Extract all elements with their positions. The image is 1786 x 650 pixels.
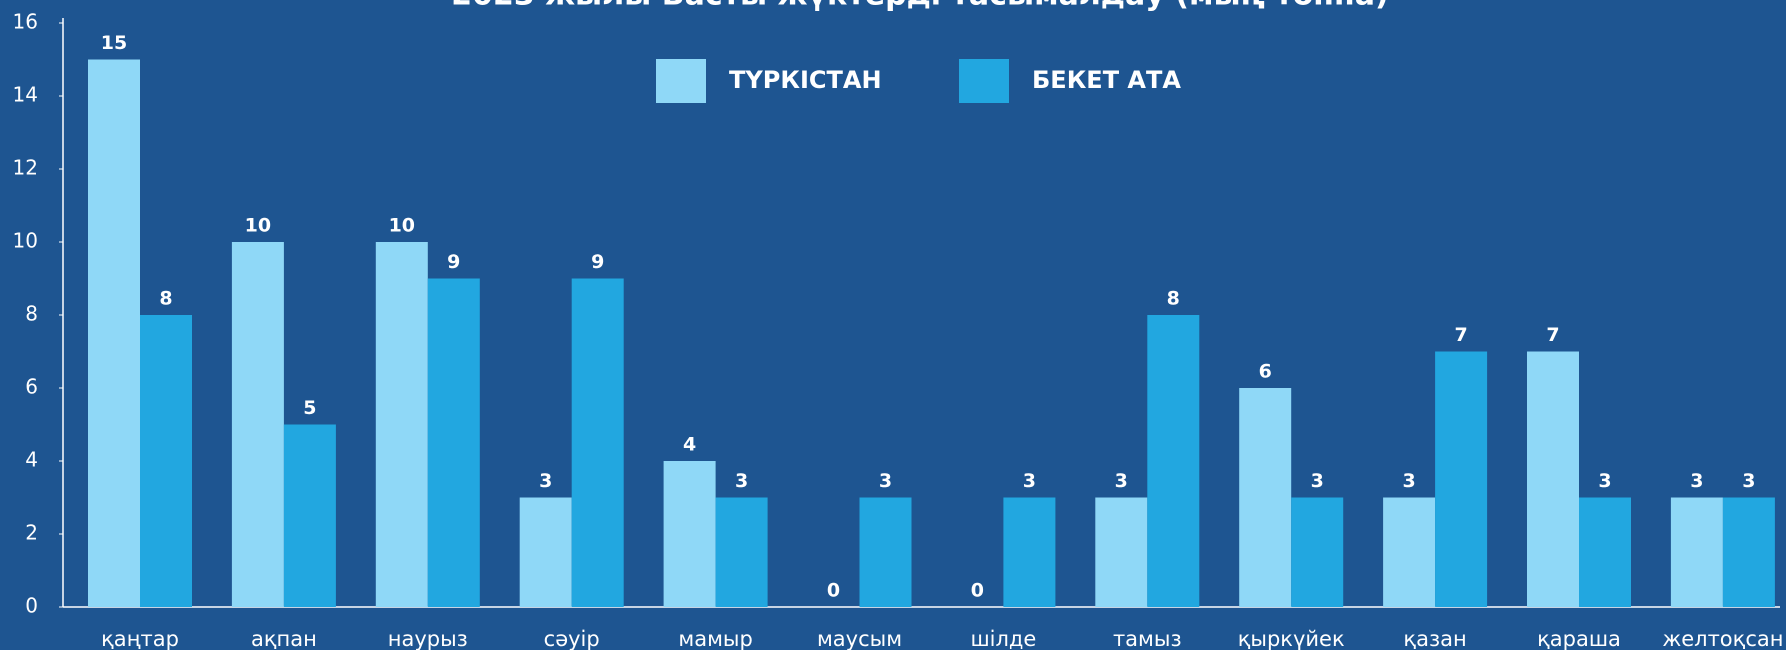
legend-swatch: [656, 59, 706, 103]
value-label: 3: [539, 470, 552, 492]
value-label: 0: [971, 580, 984, 602]
value-label: 6: [1259, 361, 1272, 383]
legend-label: БЕКЕТ АТА: [1032, 66, 1181, 94]
x-tick-label: шілде: [970, 627, 1036, 650]
bar: [1527, 351, 1579, 607]
value-label: 3: [1115, 470, 1128, 492]
bar: [140, 315, 192, 607]
y-tick-label: 12: [13, 156, 38, 180]
bar: [1003, 497, 1056, 607]
value-label: 7: [1454, 324, 1467, 346]
x-tick-label: маусым: [817, 627, 902, 650]
y-tick-label: 16: [13, 10, 38, 34]
bar: [1239, 388, 1292, 607]
value-label: 9: [447, 251, 460, 273]
bar: [375, 242, 428, 607]
legend-label: ТҮРКІСТАН: [729, 66, 882, 94]
bar: [1147, 315, 1200, 607]
value-label: 3: [1690, 470, 1703, 492]
y-tick-label: 4: [25, 448, 38, 472]
x-tick-label: мамыр: [678, 627, 752, 650]
value-label: 9: [591, 251, 604, 273]
bar: [715, 497, 768, 607]
bar: [1095, 497, 1148, 607]
value-label: 7: [1546, 324, 1559, 346]
bar: [88, 59, 140, 607]
x-tick-label: қазан: [1403, 627, 1466, 650]
x-tick-label: наурыз: [388, 627, 468, 650]
y-tick-label: 8: [25, 302, 38, 326]
value-label: 15: [101, 32, 127, 54]
y-tick-label: 2: [25, 521, 38, 545]
value-label: 5: [303, 397, 316, 419]
value-label: 4: [683, 434, 696, 456]
bar: [859, 497, 912, 607]
value-label: 3: [1402, 470, 1415, 492]
value-label: 3: [735, 470, 748, 492]
legend-swatch: [959, 59, 1009, 103]
value-label: 3: [1311, 470, 1324, 492]
y-tick-label: 10: [13, 229, 38, 253]
value-label: 8: [159, 288, 172, 310]
x-tick-label: ақпан: [251, 627, 317, 650]
bar: [571, 278, 624, 607]
y-tick-label: 6: [25, 375, 38, 399]
bar: [1383, 497, 1436, 607]
bar: [1291, 497, 1344, 607]
bar: [231, 242, 284, 607]
bar: [1579, 497, 1631, 607]
value-label: 3: [1023, 470, 1036, 492]
value-label: 3: [1742, 470, 1755, 492]
x-tick-label: желтоқсан: [1662, 627, 1783, 650]
chart-title: 2023 жылы Басты жүктерді тасымалдау (мың…: [451, 0, 1388, 13]
value-label: 0: [827, 580, 840, 602]
x-tick-label: сәуір: [544, 627, 600, 650]
value-label: 8: [1167, 288, 1180, 310]
bar: [283, 424, 336, 607]
bar: [519, 497, 572, 607]
x-tick-label: тамыз: [1113, 627, 1182, 650]
bar: [1722, 497, 1775, 607]
x-tick-label: қыркүйек: [1238, 627, 1345, 650]
bar: [663, 461, 716, 607]
bar: [1670, 497, 1723, 607]
value-label: 10: [245, 215, 271, 237]
value-label: 10: [389, 215, 415, 237]
x-tick-label: қараша: [1537, 627, 1621, 650]
y-tick-label: 14: [13, 83, 38, 107]
value-label: 3: [879, 470, 892, 492]
y-tick-label: 0: [25, 594, 38, 618]
bar: [1435, 351, 1488, 607]
x-tick-label: қаңтар: [101, 627, 179, 650]
value-label: 3: [1598, 470, 1611, 492]
bar: [427, 278, 480, 607]
